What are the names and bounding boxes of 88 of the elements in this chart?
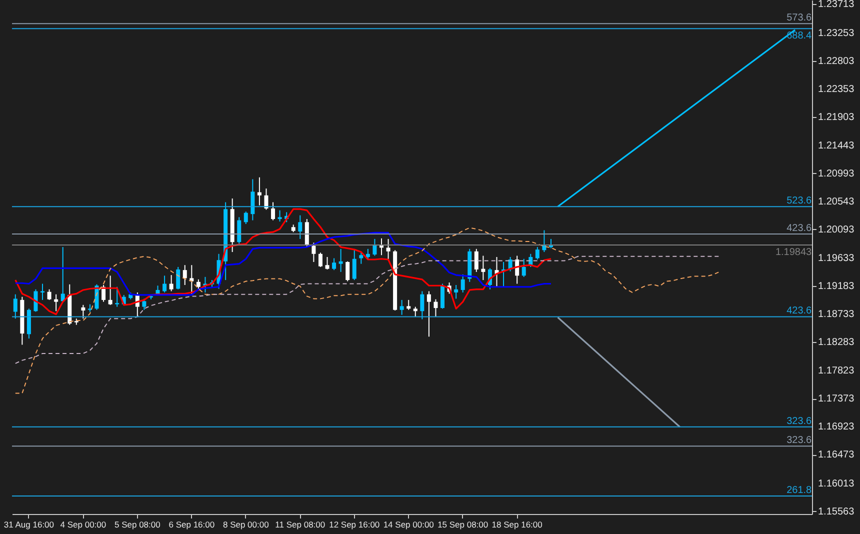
x-tick-label: 4 Sep 00:00 bbox=[60, 520, 106, 530]
line-series bbox=[14, 227, 721, 394]
candlestick bbox=[81, 304, 86, 320]
y-tick-label: 1.20093 bbox=[818, 224, 855, 236]
x-tick-label: 5 Sep 08:00 bbox=[114, 520, 161, 530]
candlestick bbox=[522, 258, 526, 278]
y-tick-label: 1.23253 bbox=[818, 28, 855, 39]
candlestick bbox=[142, 298, 146, 310]
x-tick-label: 12 Sep 16:00 bbox=[329, 520, 380, 530]
y-tick-label: 1.16923 bbox=[818, 422, 855, 433]
candlestick bbox=[413, 306, 418, 318]
annotation: 323.6 bbox=[786, 435, 812, 446]
candlestick bbox=[176, 266, 180, 290]
candlestick bbox=[13, 294, 18, 320]
candlestick bbox=[332, 258, 336, 271]
candlestick bbox=[359, 252, 364, 264]
candlestick bbox=[264, 188, 268, 210]
annotation: 423.6 bbox=[786, 222, 812, 234]
candlestick bbox=[372, 238, 377, 256]
annotation: 523.6 bbox=[786, 196, 812, 207]
y-tick-label: 1.15563 bbox=[818, 506, 855, 518]
candlestick bbox=[312, 242, 316, 262]
candlestick bbox=[237, 216, 242, 244]
candlestick bbox=[352, 250, 356, 281]
y-tick-label: 1.17823 bbox=[818, 366, 855, 377]
y-tick-label: 1.22803 bbox=[818, 56, 855, 67]
candlestick bbox=[400, 299, 404, 316]
annotation: 323.6 bbox=[786, 416, 812, 427]
candlestick bbox=[115, 286, 120, 308]
candlestick bbox=[196, 278, 200, 290]
candlestick bbox=[271, 202, 276, 221]
candlestick bbox=[440, 283, 445, 310]
candlestick bbox=[54, 294, 58, 312]
y-tick-label: 1.16013 bbox=[818, 478, 855, 490]
y-tick-label: 1.18283 bbox=[818, 337, 855, 348]
candlestick bbox=[34, 288, 38, 312]
candlestick bbox=[257, 176, 262, 206]
candlestick bbox=[244, 211, 248, 225]
x-tick-label: 11 Sep 08:00 bbox=[275, 520, 326, 530]
candlestick bbox=[460, 274, 465, 293]
candlestick bbox=[474, 248, 478, 272]
candlestick bbox=[426, 290, 431, 338]
y-tick-label: 1.21903 bbox=[818, 112, 855, 123]
candlestick bbox=[304, 218, 309, 248]
y-tick-label: 1.23713 bbox=[818, 0, 855, 10]
candlestick bbox=[406, 299, 411, 310]
annotation: 688.4 bbox=[786, 30, 812, 42]
ref-line-label: 1.19843 bbox=[775, 246, 812, 258]
candlestick bbox=[190, 264, 194, 294]
annotation: 423.6 bbox=[786, 306, 812, 317]
y-tick-label: 1.22353 bbox=[818, 84, 855, 95]
y-tick-label: 1.21443 bbox=[818, 140, 855, 152]
candlestick bbox=[420, 290, 424, 320]
candlestick bbox=[481, 255, 486, 281]
y-tick-label: 1.19183 bbox=[818, 281, 855, 292]
candlestick bbox=[40, 283, 45, 300]
candlestick bbox=[434, 298, 438, 318]
candlestick bbox=[535, 246, 540, 260]
candlestick bbox=[338, 248, 343, 272]
candlestick bbox=[250, 178, 255, 221]
y-tick-label: 1.19633 bbox=[818, 253, 855, 264]
line-series bbox=[14, 208, 552, 316]
candlestick bbox=[366, 248, 370, 260]
candlestick bbox=[346, 260, 350, 282]
candlestick bbox=[162, 275, 167, 293]
candlestick bbox=[454, 284, 458, 300]
candlestick bbox=[182, 264, 187, 286]
annotation: 261.8 bbox=[786, 484, 812, 496]
candlestick bbox=[325, 256, 330, 270]
x-tick-label: 8 Sep 00:00 bbox=[222, 520, 270, 530]
candlestick bbox=[298, 214, 302, 240]
candlestick bbox=[47, 288, 52, 300]
candlestick bbox=[108, 275, 112, 306]
annotation: 573.6 bbox=[786, 12, 812, 24]
x-tick-label: 15 Sep 08:00 bbox=[438, 520, 488, 530]
y-tick-label: 1.16473 bbox=[818, 450, 855, 461]
x-tick-label: 18 Sep 16:00 bbox=[492, 520, 543, 530]
x-tick-label: 14 Sep 00:00 bbox=[383, 520, 434, 530]
y-tick-label: 1.20543 bbox=[818, 196, 855, 208]
candlestick bbox=[169, 274, 174, 292]
y-tick-label: 1.20993 bbox=[818, 168, 855, 180]
candlestick bbox=[386, 238, 390, 261]
candlestick bbox=[318, 252, 322, 268]
candlestick bbox=[278, 210, 282, 222]
y-tick-label: 1.18733 bbox=[818, 309, 855, 320]
x-tick-label: 6 Sep 16:00 bbox=[168, 520, 215, 530]
x-tick-label: 31 Aug 16:00 bbox=[4, 520, 54, 530]
y-tick-label: 1.17373 bbox=[818, 394, 855, 405]
